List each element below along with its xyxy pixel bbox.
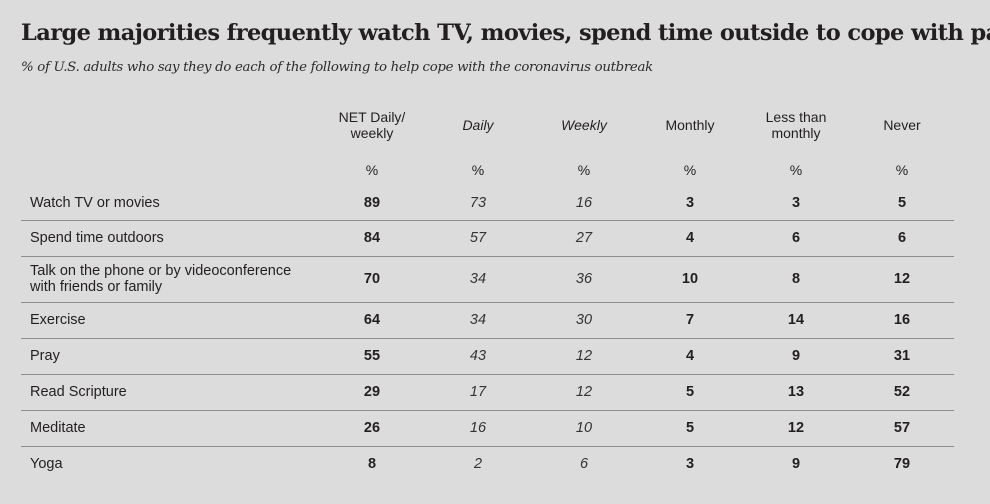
data-cell: 36 (575, 271, 593, 287)
column-header: Less than monthly (741, 108, 851, 142)
chart-subtitle: % of U.S. adults who say they do each of… (21, 60, 653, 75)
row-label: Exercise (30, 312, 86, 328)
table-row: Read Scripture 29 17 12 5 13 52 (21, 374, 954, 411)
data-cell: 79 (893, 456, 911, 472)
column-header-line: Daily (462, 117, 494, 133)
data-cell: 7 (685, 312, 695, 328)
data-cell: 3 (791, 195, 801, 211)
data-cell: 8 (791, 271, 801, 287)
column-header-line: Weekly (561, 117, 607, 133)
row-label: Spend time outdoors (30, 230, 164, 246)
column-header-line: Less than (765, 109, 827, 125)
column-header: Never (847, 108, 957, 142)
column-header-line: weekly (350, 125, 394, 141)
data-cell: 13 (787, 384, 805, 400)
data-cell: 52 (893, 384, 911, 400)
data-cell: 10 (681, 271, 699, 287)
data-cell: 29 (363, 384, 381, 400)
table-row: Spend time outdoors 84 57 27 4 6 6 (21, 220, 954, 257)
row-label: Read Scripture (30, 384, 127, 400)
data-cell: 12 (575, 384, 593, 400)
chart-title: Large majorities frequently watch TV, mo… (21, 20, 990, 46)
data-cell: 14 (787, 312, 805, 328)
column-header: Daily (423, 108, 533, 142)
data-cell: 12 (787, 420, 805, 436)
data-cell: 70 (363, 271, 381, 287)
table-row: Meditate 26 16 10 5 12 57 (21, 410, 954, 447)
row-label: Yoga (30, 456, 63, 472)
column-header: Weekly (529, 108, 639, 142)
data-cell: 6 (791, 230, 801, 246)
data-cell: 6 (897, 230, 907, 246)
column-header-line: monthly (771, 125, 821, 141)
row-label: Meditate (30, 420, 86, 436)
data-cell: 57 (893, 420, 911, 436)
column-header-line: Monthly (665, 117, 715, 133)
column-header: NET Daily/weekly (317, 108, 427, 142)
table-row: Exercise 64 34 30 7 14 16 (21, 302, 954, 339)
data-cell: 5 (685, 420, 695, 436)
data-cell: 89 (363, 195, 381, 211)
data-cell: 30 (575, 312, 593, 328)
data-cell: 17 (469, 384, 487, 400)
data-cell: 10 (575, 420, 593, 436)
data-cell: 5 (685, 384, 695, 400)
data-cell: 16 (575, 195, 593, 211)
data-cell: 16 (469, 420, 487, 436)
table-row: Talk on the phone or by videoconference w… (21, 256, 954, 303)
data-cell: 4 (685, 230, 695, 246)
data-cell: 2 (473, 456, 483, 472)
data-cell: 64 (363, 312, 381, 328)
data-cell: 73 (469, 195, 487, 211)
data-cell: 57 (469, 230, 487, 246)
data-cell: 34 (469, 271, 487, 287)
data-cell: 8 (367, 456, 377, 472)
data-cell: 9 (791, 456, 801, 472)
data-cell: 43 (469, 348, 487, 364)
column-unit-label: % (789, 162, 803, 178)
data-cell: 16 (893, 312, 911, 328)
data-cell: 5 (897, 195, 907, 211)
data-cell: 84 (363, 230, 381, 246)
column-header-line: Never (883, 117, 921, 133)
column-unit-label: % (895, 162, 909, 178)
data-cell: 3 (685, 195, 695, 211)
row-label: Talk on the phone or by videoconference w… (30, 263, 292, 295)
data-cell: 34 (469, 312, 487, 328)
data-cell: 9 (791, 348, 801, 364)
data-cell: 31 (893, 348, 911, 364)
column-header: Monthly (635, 108, 745, 142)
row-label: Pray (30, 348, 60, 364)
table-row: Watch TV or movies 89 73 16 3 3 5 (21, 186, 954, 221)
table-row: Yoga 8 2 6 3 9 79 (21, 446, 954, 482)
column-unit-label: % (577, 162, 591, 178)
table-row: Pray 55 43 12 4 9 31 (21, 338, 954, 375)
data-cell: 26 (363, 420, 381, 436)
data-cell: 12 (575, 348, 593, 364)
column-unit-label: % (471, 162, 485, 178)
row-label: Watch TV or movies (30, 195, 160, 211)
data-cell: 3 (685, 456, 695, 472)
column-unit-label: % (683, 162, 697, 178)
data-cell: 12 (893, 271, 911, 287)
column-header-line: NET Daily/ (338, 109, 406, 125)
column-unit-label: % (365, 162, 379, 178)
data-cell: 4 (685, 348, 695, 364)
data-cell: 27 (575, 230, 593, 246)
data-cell: 55 (363, 348, 381, 364)
data-cell: 6 (579, 456, 589, 472)
